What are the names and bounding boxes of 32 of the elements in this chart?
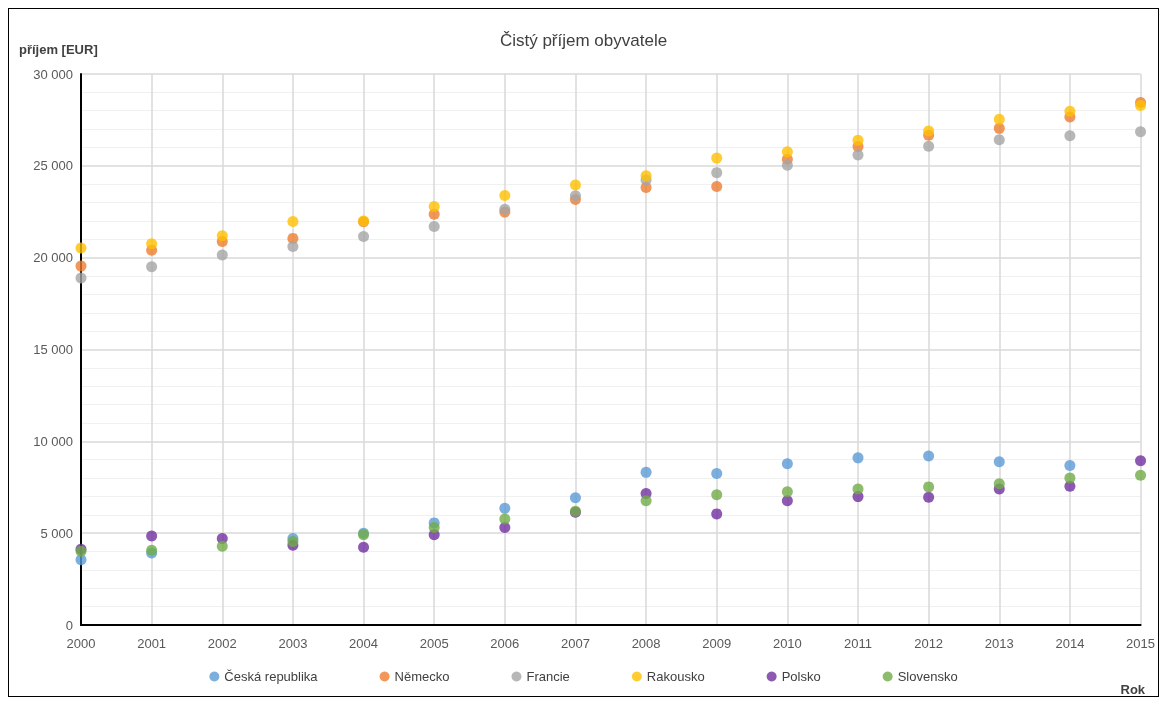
chart-title: Čistý příjem obyvatele	[499, 31, 668, 50]
y-tick-label: 30 000	[33, 66, 73, 82]
y-tick-label: 15 000	[33, 342, 73, 357]
x-tick-label: 2009	[702, 636, 732, 651]
x-tick-label: 2011	[844, 636, 872, 651]
y-tick-label: 10 000	[33, 433, 73, 449]
x-tick-label: 2002	[207, 636, 237, 651]
x-tick-label: 2005	[419, 636, 449, 651]
y-tick-label: 20 000	[33, 250, 73, 266]
y-tick-label: 5 000	[40, 525, 73, 541]
x-tick-label: 2008	[631, 636, 661, 651]
legend-label: Polsko	[781, 669, 821, 684]
legend-label: Rakousko	[646, 669, 705, 684]
x-tick-label: 2010	[772, 636, 802, 651]
y-tick-label: 0	[65, 617, 73, 633]
x-tick-label: 2012	[914, 636, 944, 651]
x-tick-label: 2001	[137, 636, 167, 651]
x-axis-title: Rok	[1120, 682, 1146, 697]
legend-label: Česká republika	[224, 669, 319, 684]
y-tick-label: 25 000	[33, 158, 73, 174]
legend-label: Německo	[394, 669, 450, 684]
y-axis-title: příjem [EUR]	[19, 42, 98, 57]
x-tick-label: 2014	[1055, 636, 1085, 651]
x-tick-label: 2004	[349, 636, 378, 651]
x-tick-label: 2006	[490, 636, 520, 651]
x-tick-label: 2003	[278, 636, 308, 651]
legend-label: Slovensko	[897, 669, 958, 684]
x-tick-label: 2000	[66, 636, 96, 651]
x-tick-label: 2013	[984, 636, 1014, 651]
legend-label: Francie	[526, 669, 570, 684]
x-tick-label: 2007	[560, 636, 590, 651]
x-tick-label: 2015	[1126, 636, 1155, 651]
